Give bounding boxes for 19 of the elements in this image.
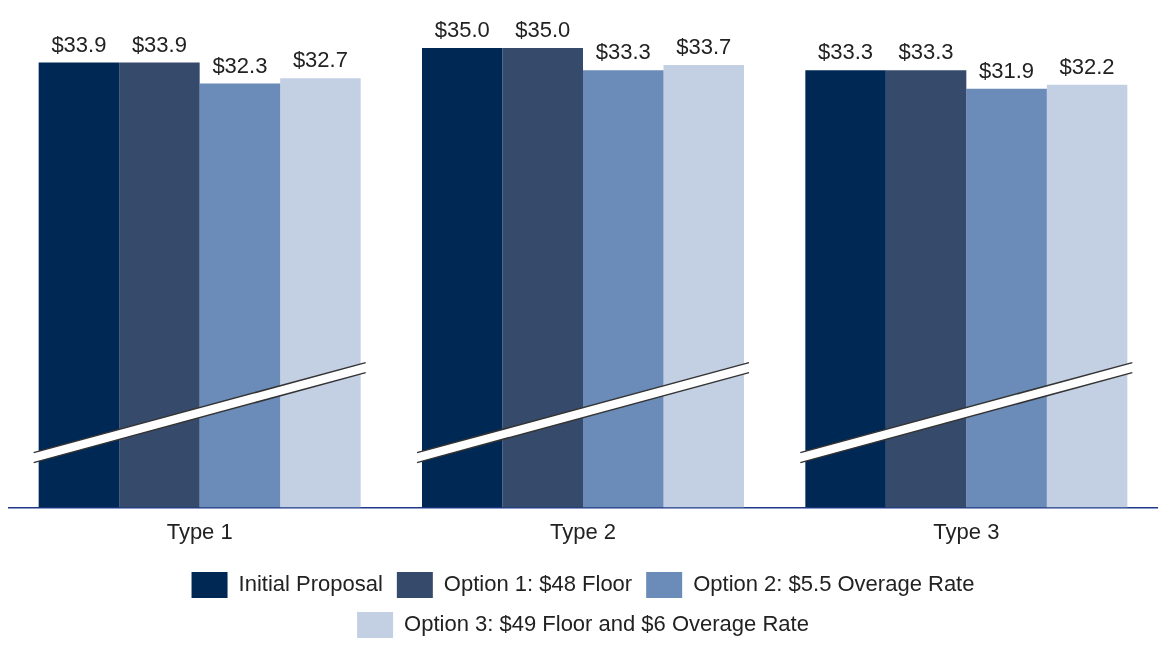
data-label: $33.3 (898, 39, 954, 65)
x-tick-label: Type 1 (166, 518, 233, 544)
data-label: $33.7 (676, 34, 732, 60)
data-label: $33.9 (51, 31, 107, 57)
data-label: $32.3 (212, 52, 268, 78)
legend-label: Option 1: $48 Floor (443, 571, 633, 597)
data-label: $33.3 (818, 39, 874, 65)
legend-label: Option 3: $49 Floor and $6 Overage Rate (404, 611, 809, 637)
legend-label: Option 2: $5.5 Overage Rate (693, 571, 975, 597)
data-label: $32.2 (1059, 53, 1115, 79)
data-label: $32.7 (292, 47, 348, 73)
data-label: $33.9 (131, 31, 187, 57)
legend-label: Initial Proposal (238, 571, 383, 597)
data-label: $35.0 (434, 17, 490, 43)
data-label: $35.0 (515, 17, 571, 43)
data-label: $31.9 (979, 57, 1035, 83)
x-tick-label: Type 2 (549, 518, 617, 544)
data-label: $33.3 (595, 39, 651, 65)
x-tick-label: Type 3 (933, 518, 1000, 544)
